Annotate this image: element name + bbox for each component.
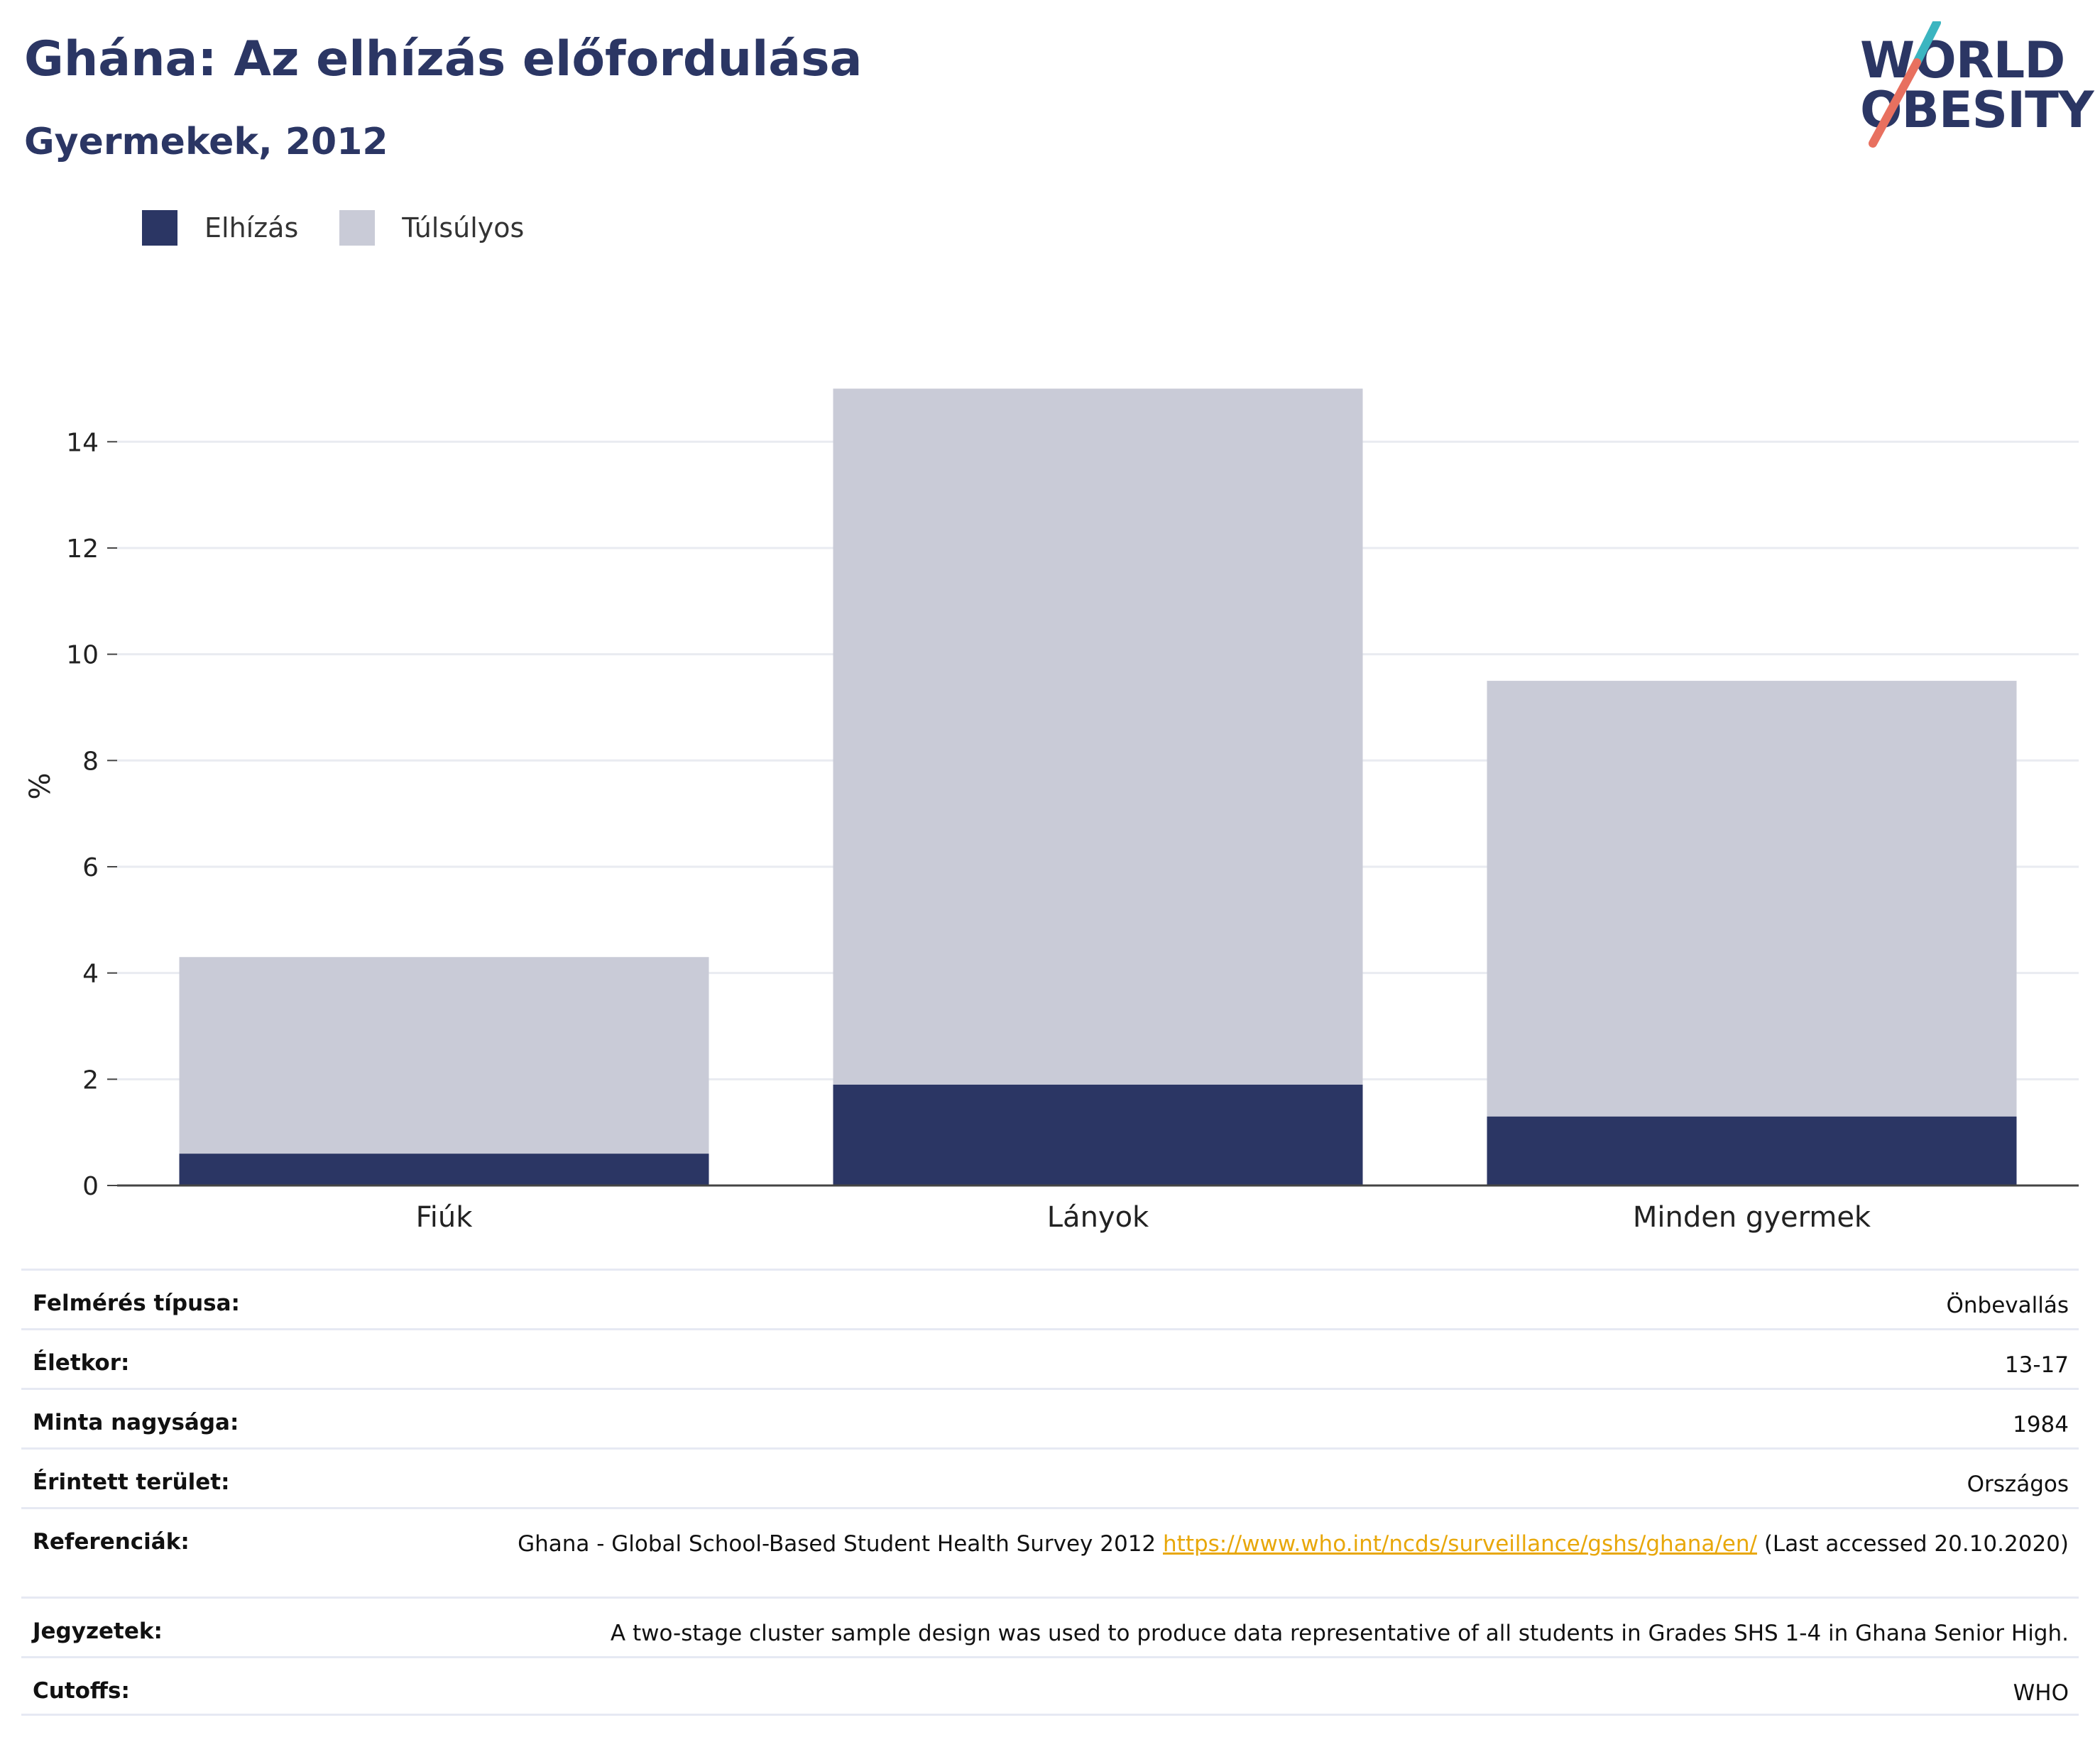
bar-elhizas-2 [1487, 1116, 2017, 1185]
meta-label: Érintett terület: [33, 1469, 230, 1495]
bar-elhizas-1 [833, 1084, 1363, 1185]
chart-legend: Elhízás Túlsúlyos [142, 210, 565, 246]
metadata-table: Felmérés típusa: Önbevallás Életkor: 13-… [21, 1269, 2079, 1716]
meta-value: Országos [1967, 1472, 2069, 1497]
meta-value-references: Ghana - Global School-Based Student Heal… [518, 1529, 2069, 1559]
meta-row-references: Referenciák: Ghana - Global School-Based… [21, 1507, 2079, 1597]
page-title: Ghána: Az elhízás előfordulása [24, 31, 863, 87]
x-tick-label: Lányok [1047, 1201, 1149, 1234]
bar-elhizas-0 [179, 1154, 709, 1185]
y-tick-label: 14 [66, 428, 99, 457]
y-tick-label: 0 [82, 1172, 99, 1201]
meta-label: Cutoffs: [33, 1678, 130, 1704]
meta-value: 13-17 [2004, 1352, 2069, 1378]
meta-label: Életkor: [33, 1350, 130, 1376]
logo-slash-icon [1869, 21, 1941, 148]
legend-swatch-tulsulyos [339, 210, 376, 246]
meta-row-cutoffs: Cutoffs: WHO [21, 1656, 2079, 1716]
y-tick-label: 10 [66, 641, 99, 670]
meta-label: Minta nagysága: [33, 1410, 239, 1435]
legend-label-tulsulyos: Túlsúlyos [402, 212, 525, 243]
meta-value: WHO [2013, 1680, 2069, 1706]
y-tick-label: 2 [82, 1066, 99, 1095]
y-tick-label: 12 [66, 535, 99, 564]
reference-link[interactable]: https://www.who.int/ncds/surveillance/gs… [1163, 1531, 1757, 1557]
legend-label-elhizas: Elhízás [204, 212, 299, 243]
meta-label: Referenciák: [33, 1529, 190, 1555]
reference-text: Ghana - Global School-Based Student Heal… [518, 1531, 1156, 1557]
x-tick-label: Fiúk [416, 1201, 474, 1234]
logo-line-1: WORLD [1860, 31, 2065, 89]
y-tick-label: 4 [82, 960, 99, 989]
world-obesity-logo: WORLD OBESITY [1853, 21, 2094, 149]
meta-label: Felmérés típusa: [33, 1291, 240, 1316]
y-axis-label: % [24, 772, 57, 799]
legend-swatch-elhizas [142, 210, 177, 246]
y-tick-label: 8 [82, 747, 99, 776]
bar-tulsulyos-0 [179, 957, 709, 1154]
reference-suffix: (Last accessed 20.10.2020) [1763, 1531, 2069, 1557]
meta-row-survey-type: Felmérés típusa: Önbevallás [21, 1269, 2079, 1328]
meta-row-notes: Jegyzetek: A two-stage cluster sample de… [21, 1597, 2079, 1656]
legend-item-tulsulyos[interactable]: Túlsúlyos [339, 210, 524, 246]
meta-label: Jegyzetek: [33, 1619, 163, 1644]
x-tick-label: Minden gyermek [1633, 1201, 1871, 1234]
meta-value: 1984 [2013, 1412, 2069, 1437]
meta-row-sample-size: Minta nagysága: 1984 [21, 1388, 2079, 1447]
bar-tulsulyos-2 [1487, 681, 2017, 1117]
legend-item-elhizas[interactable]: Elhízás [142, 210, 298, 246]
meta-row-age: Életkor: 13-17 [21, 1328, 2079, 1388]
page-subtitle: Gyermekek, 2012 [24, 121, 388, 163]
meta-value: A two-stage cluster sample design was us… [610, 1621, 2069, 1646]
meta-row-area: Érintett terület: Országos [21, 1447, 2079, 1507]
bar-tulsulyos-1 [833, 388, 1363, 1085]
meta-value: Önbevallás [1946, 1293, 2069, 1318]
y-tick-label: 6 [82, 853, 99, 882]
stacked-bar-chart: 0 2 4 6 8 10 12 14% Fiúk Lányok Minden gyermek [24, 388, 2079, 1234]
